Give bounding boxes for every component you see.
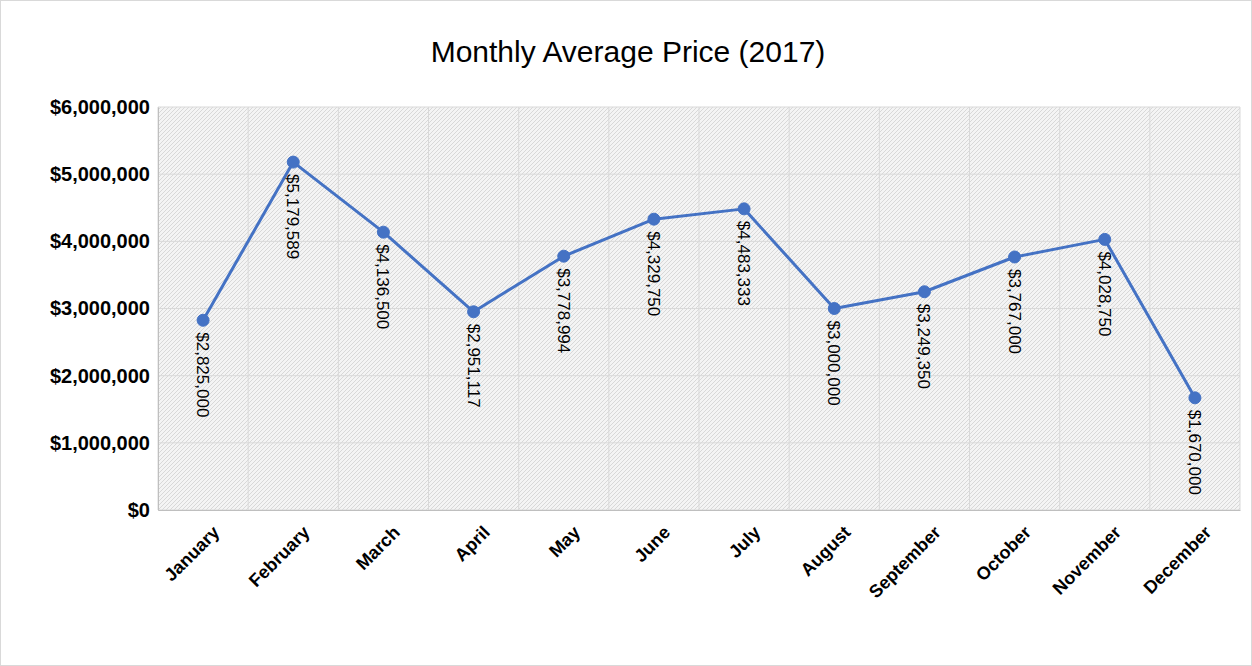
x-tick-label: May: [545, 522, 584, 561]
y-tick-label: $6,000,000: [50, 96, 150, 118]
vertical-grid-line: [1240, 107, 1241, 510]
marker: [197, 314, 209, 326]
marker: [287, 156, 299, 168]
marker: [377, 226, 389, 238]
y-tick: $3,000,000: [50, 297, 158, 319]
data-label: $4,329,750: [644, 231, 663, 316]
vertical-grid-line: [789, 107, 790, 510]
marker: [468, 306, 480, 318]
y-tick-label: $4,000,000: [50, 230, 150, 252]
y-tick: $6,000,000: [50, 96, 158, 118]
marker: [738, 203, 750, 215]
grid: [158, 107, 1240, 510]
y-tick: $4,000,000: [50, 230, 158, 252]
y-tick: $2,000,000: [50, 365, 158, 387]
x-tick: September: [865, 510, 945, 602]
y-tick-label: $1,000,000: [50, 432, 150, 454]
y-tick: $1,000,000: [50, 432, 158, 454]
y-axis-line: [158, 108, 159, 511]
x-tick-label: November: [1049, 522, 1125, 598]
marker: [558, 250, 570, 262]
x-tick-label: April: [451, 522, 494, 565]
vertical-grid-line: [969, 107, 970, 510]
x-tick-label: June: [630, 522, 674, 566]
data-label: $3,778,994: [554, 268, 573, 353]
vertical-grid-line: [1059, 107, 1060, 510]
x-tick-label: October: [972, 522, 1035, 585]
vertical-grid-line: [158, 107, 159, 510]
x-tick-label: July: [725, 522, 765, 562]
vertical-grid-line: [699, 107, 700, 510]
y-tick-label: $2,000,000: [50, 365, 150, 387]
data-label: $1,670,000: [1185, 410, 1204, 495]
vertical-grid-line: [338, 107, 339, 510]
x-tick: August: [797, 510, 855, 580]
x-tick: October: [972, 510, 1035, 585]
x-tick: January: [160, 510, 223, 585]
x-tick: December: [1140, 510, 1216, 598]
data-label: $2,951,117: [464, 324, 483, 408]
y-tick-label: $0: [128, 499, 150, 521]
vertical-grid-line: [879, 107, 880, 510]
x-tick: November: [1049, 510, 1125, 599]
x-tick-label: August: [797, 522, 855, 580]
data-label: $3,249,350: [914, 304, 933, 389]
x-tick-label: February: [245, 522, 314, 591]
marker: [1189, 392, 1201, 404]
data-label: $3,767,000: [1005, 269, 1024, 354]
x-tick: March: [352, 510, 404, 574]
data-label: $2,825,000: [193, 332, 212, 417]
vertical-grid-line: [248, 107, 249, 510]
line: [203, 162, 1195, 398]
y-tick: $0: [128, 499, 158, 521]
data-label: $4,136,500: [373, 244, 392, 329]
title: Monthly Average Price (2017): [431, 35, 826, 68]
marker: [1009, 251, 1021, 263]
marker: [918, 286, 930, 298]
vertical-grid-line: [608, 107, 609, 510]
data-labels: $2,825,000 $5,179,589 $4,136,500 $2,951,117…: [193, 174, 1204, 495]
x-tick-label: January: [160, 522, 223, 585]
marker: [648, 213, 660, 225]
x-axis-line: [159, 510, 1241, 511]
marker: [828, 303, 840, 315]
vertical-grid-line: [1149, 107, 1150, 510]
x-tick-label: September: [865, 522, 945, 602]
x-tick: February: [245, 510, 314, 591]
plot-background: [158, 107, 1240, 510]
data-label: $3,000,000: [824, 321, 843, 406]
x-tick: May: [545, 510, 584, 561]
x-tick: April: [451, 510, 494, 565]
marker: [1099, 233, 1111, 245]
vertical-grid-line: [518, 107, 519, 510]
x-tick-label: March: [352, 522, 404, 574]
data-label: $5,179,589: [283, 174, 302, 259]
x-tick: June: [630, 510, 674, 566]
data-label: $4,483,333: [734, 221, 753, 306]
y-tick-label: $3,000,000: [50, 297, 150, 319]
x-tick-label: December: [1140, 522, 1216, 598]
chart: $0 $1,000,000 $2,000,000 $3,000,000 $4,000,0…: [0, 0, 1252, 666]
x-tick: July: [725, 510, 765, 562]
series: [197, 156, 1201, 404]
data-label: $4,028,750: [1095, 251, 1114, 336]
x-axis: January February March April May June July Augu…: [159, 510, 1241, 602]
vertical-grid-line: [428, 107, 429, 510]
y-tick: $5,000,000: [50, 163, 158, 185]
y-tick-label: $5,000,000: [50, 163, 150, 185]
chart-border: [1, 1, 1252, 666]
y-axis: $0 $1,000,000 $2,000,000 $3,000,000 $4,000,0…: [50, 96, 159, 521]
